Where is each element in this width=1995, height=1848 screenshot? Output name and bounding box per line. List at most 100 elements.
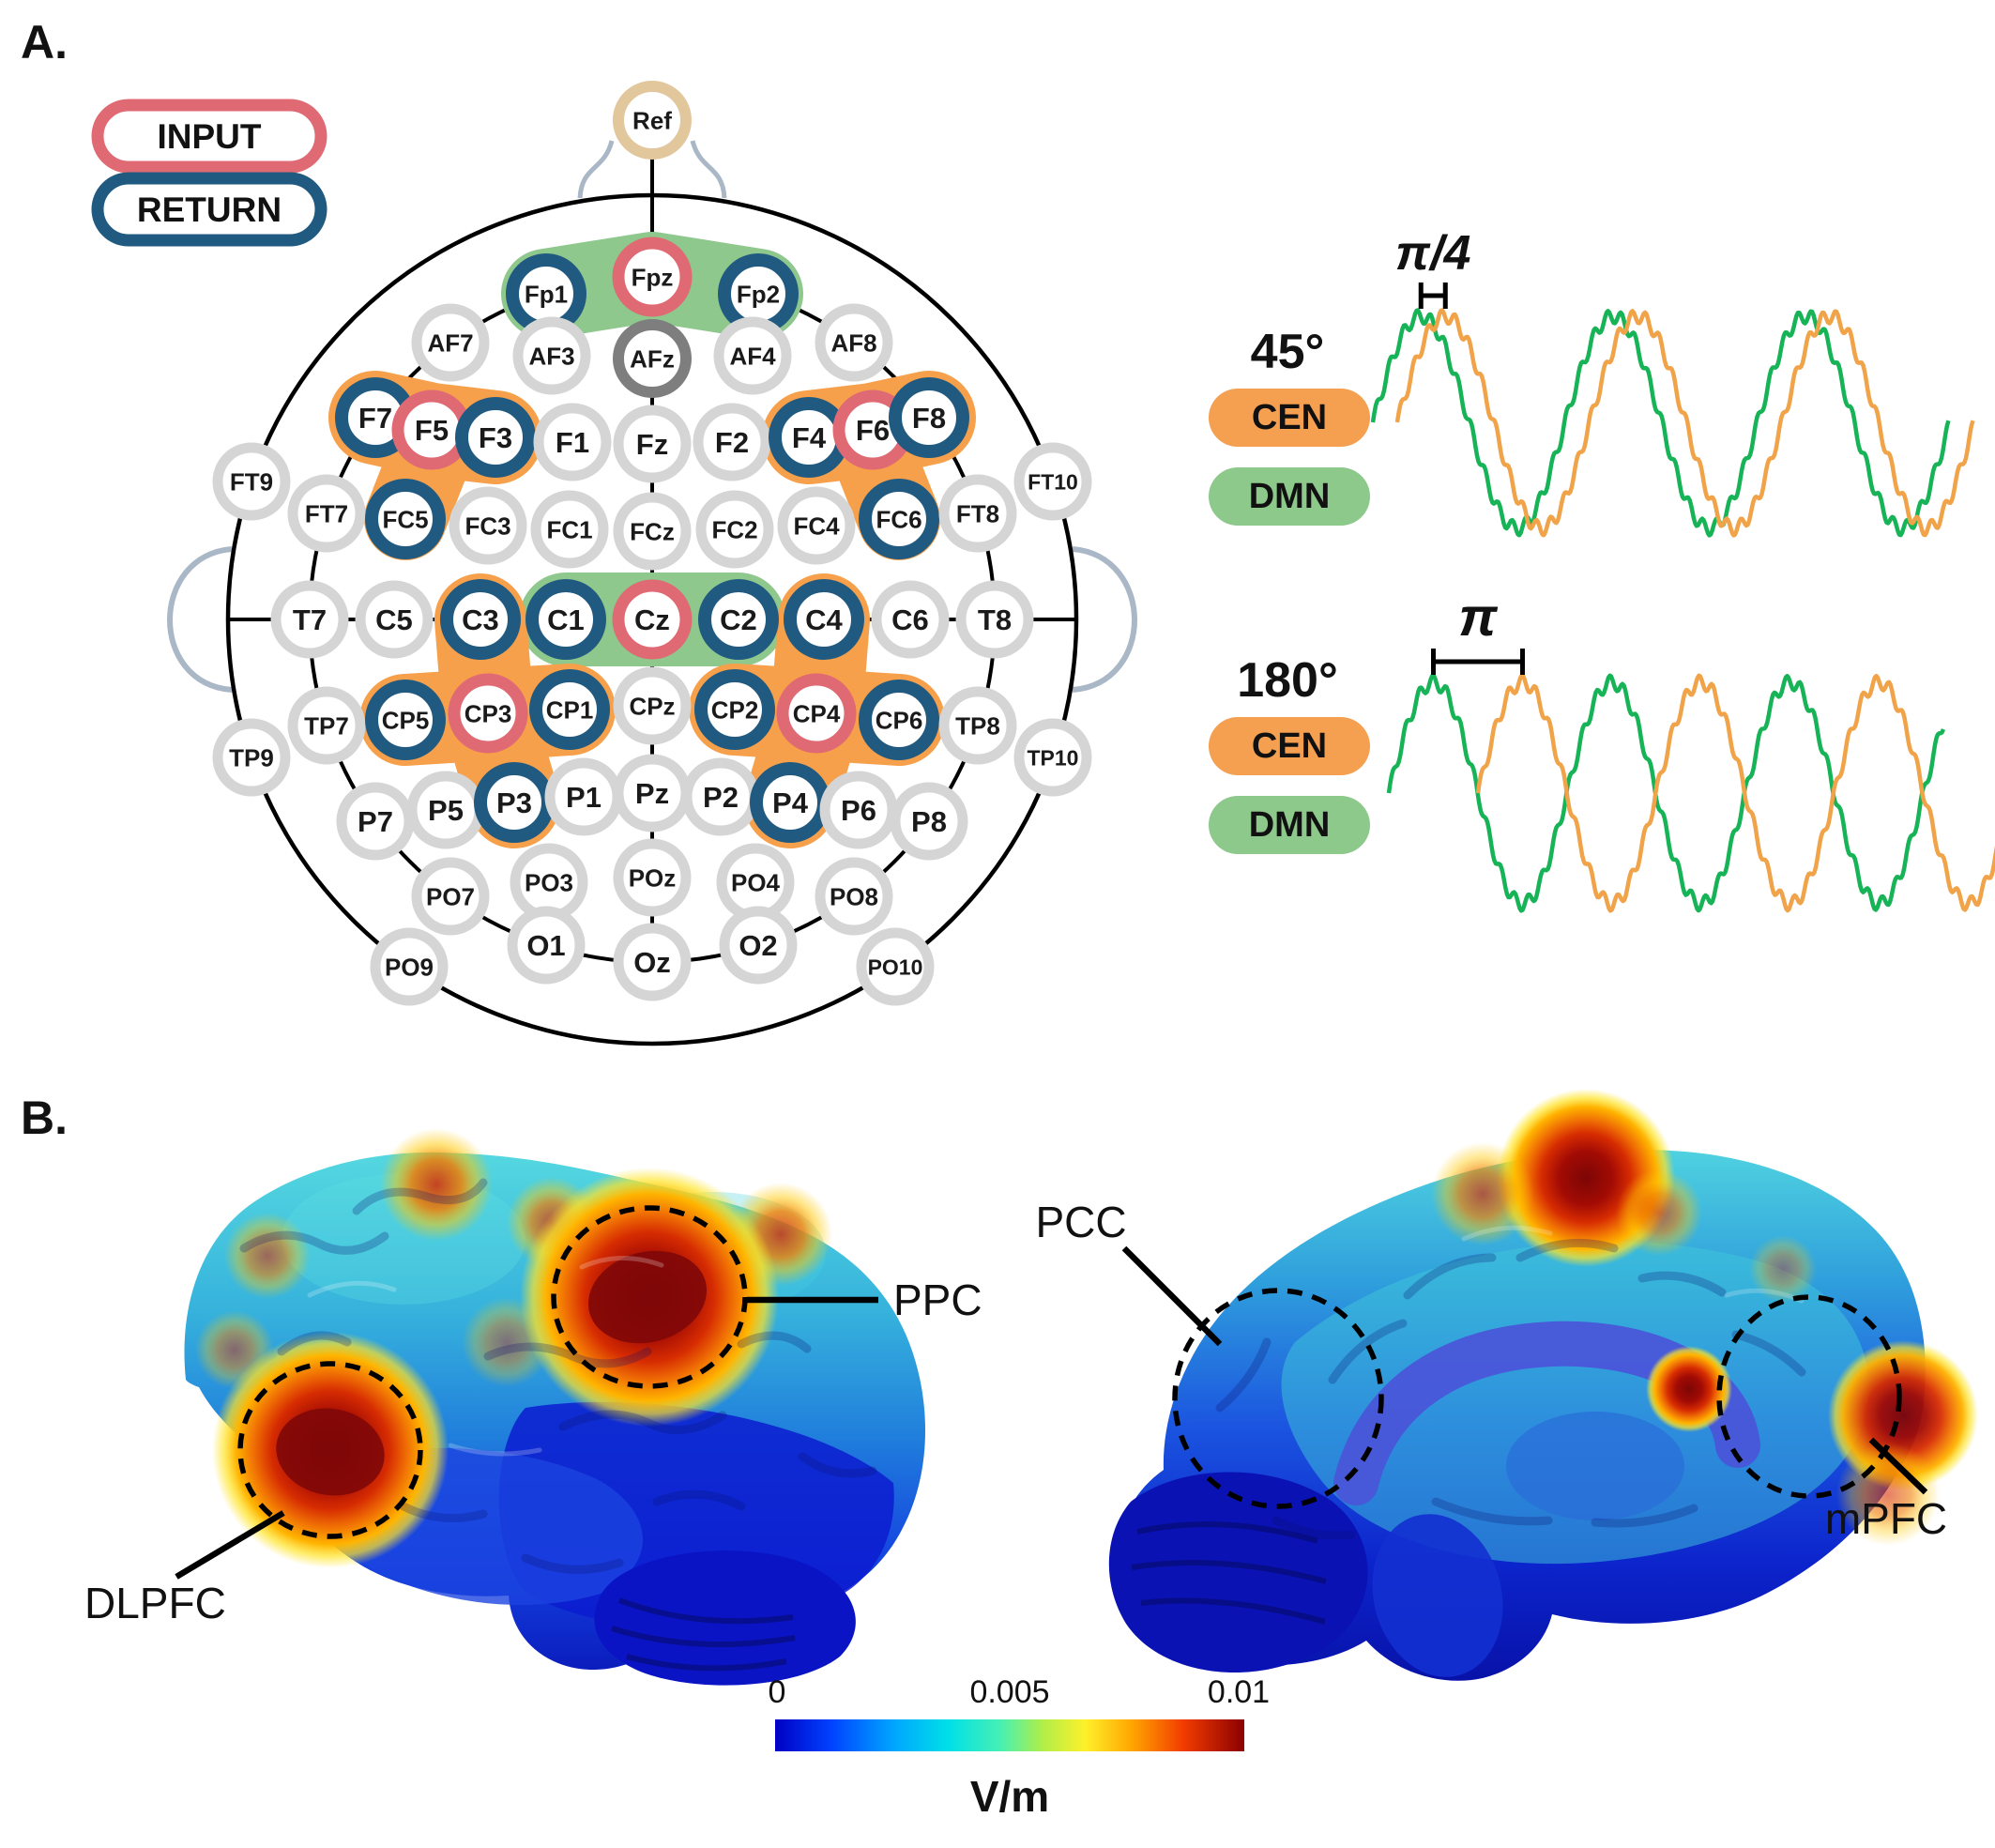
electrode-F8: F8 [889,377,969,458]
electrode-TP8: TP8 [938,686,1017,765]
colorbar-tick-min: 0 [769,1674,786,1710]
dmn-waveform [1370,308,1951,538]
electrode-label: F8 [912,402,946,435]
electrode-P2: P2 [681,757,760,836]
phase-panel-180°: 180° CEN DMN π [1209,587,1995,913]
electrode-Oz: Oz [613,923,692,1001]
electrode-label: O1 [526,929,565,962]
thalamus-shade [1506,1412,1684,1520]
electrode-FC4: FC4 [777,486,856,565]
input-legend-pill [91,99,327,174]
electrode-Ref: Ref [613,81,692,160]
electrode-label: P7 [358,805,393,838]
network-pill-cen [1209,389,1370,447]
phase-marker-label: π [1458,587,1498,648]
ppc-roi-circle [551,1205,748,1389]
electrode-label: F2 [715,426,749,459]
return-legend-pill [91,172,327,247]
electrode-label: Ref [632,106,672,134]
phase-panels: 45° CEN DMN π/4 180° CEN DMN π [1209,226,1995,913]
electrode-T8: T8 [955,580,1034,659]
electrode-P8: P8 [890,782,968,861]
mpfc-leader-line [1868,1437,1928,1495]
electrode-label: FC3 [464,512,510,540]
electrode-PO9: PO9 [370,927,449,1006]
gyri-texture [239,1178,877,1574]
electrode-P7: P7 [336,782,415,861]
electrode-label: FC1 [546,515,592,543]
pcc-label: PCC [1035,1198,1126,1246]
electrode-label: TP7 [304,711,349,740]
electrode-label: AF8 [830,328,876,357]
electrode-label: TP10 [1028,745,1079,770]
electrode-label: C4 [805,603,843,636]
mpfc-label: mPFC [1825,1494,1947,1543]
medial-wall-highlight [1281,1241,1869,1565]
electrode-label: F7 [358,402,392,435]
electrode-label: CP6 [876,706,923,734]
field-hotspot-minor [1836,1443,1940,1546]
electrode-label: P5 [428,794,464,827]
electrode-FC5: FC5 [365,479,446,559]
electrode-label: C5 [375,603,413,636]
electrode-label: PO9 [385,953,434,981]
dlpfc-leader-line [175,1510,285,1580]
colorbar-tick-max: 0.01 [1208,1674,1270,1710]
electrode-label: AFz [630,344,675,373]
electrode-label: P1 [566,781,602,814]
electrode-FT8: FT8 [938,474,1017,553]
electrode-label: T8 [978,603,1012,636]
network-pill-dmn [1209,796,1370,854]
dlpfc-label: DLPFC [84,1579,226,1627]
electrode-POz: POz [613,838,692,917]
electrode-PO4: PO4 [716,843,795,922]
electrode-label: C6 [891,603,929,636]
brain-medial-view: PCC mPFC [1035,1089,1978,1681]
ref-connector [577,140,615,199]
electrode-label: TP9 [229,743,274,771]
electrode-label: PO4 [731,868,781,896]
gyri-texture [1215,1238,1806,1540]
electrode-O2: O2 [719,906,798,985]
electrode-P4: P4 [750,762,830,843]
electrode-TP7: TP7 [287,686,366,765]
input-legend-label: INPUT [158,117,262,156]
electrode-AF7: AF7 [411,303,490,382]
colorbar-tick-mid: 0.005 [969,1674,1049,1710]
electrode-label: POz [629,863,677,892]
cerebellum [1108,1472,1368,1673]
electrode-FC1: FC1 [530,490,609,569]
electrode-CP4: CP4 [776,673,857,754]
electrode-CP5: CP5 [365,680,446,760]
electrode-C2: C2 [698,579,779,660]
dlpfc-hotspot-core [276,1408,385,1496]
phase-marker-label: π/4 [1395,226,1470,281]
electrode-label: P3 [496,787,532,819]
electrode-label: P6 [841,794,876,827]
ref-connector [690,140,727,199]
electrode-label: Fp2 [737,280,780,308]
electrode-Fpz: Fpz [612,237,693,317]
electrode-F1: F1 [533,403,612,481]
electrode-label: F3 [479,421,512,454]
electrode-label: FT7 [305,499,348,527]
electrode-label: PO8 [830,882,878,910]
electrode-label: CPz [629,692,675,720]
network-pill-label: DMN [1249,477,1331,516]
colorbar: 0 0.005 0.01 V/m [769,1674,1271,1821]
ppc-hotspot-core [587,1250,708,1344]
electrode-label: CP5 [382,706,430,734]
electrode-label: AF7 [427,328,473,357]
cerebellum-folia [611,1597,796,1672]
electrode-label: C3 [462,603,499,636]
electrode-label: C2 [720,603,757,636]
electrode-FT10: FT10 [1013,442,1092,521]
electrode-AFz: AFz [613,319,692,398]
brain-lateral-view: PPC DLPFC [84,1128,982,1686]
field-hotspot-minor [1431,1142,1534,1245]
panel-b-label: B. [21,1092,68,1144]
electrode-FCz: FCz [613,492,692,571]
electrode-PO8: PO8 [815,857,893,936]
electrode-label: P2 [703,781,739,814]
electrode-label: PO7 [426,882,475,910]
